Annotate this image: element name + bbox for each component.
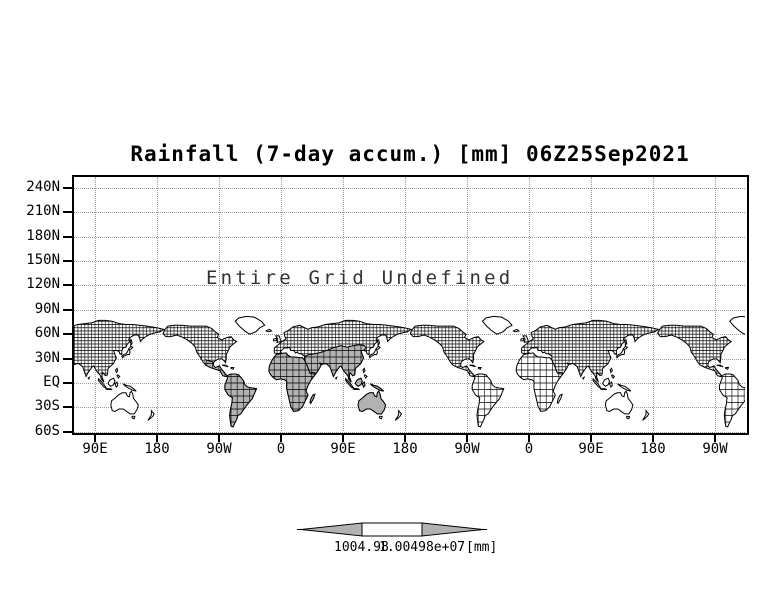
gridline-vertical xyxy=(405,177,406,431)
colorbar xyxy=(297,522,487,537)
gridline-vertical xyxy=(281,177,282,431)
x-axis-tick xyxy=(156,434,158,442)
x-axis-label: 180 xyxy=(392,441,418,457)
colorbar-min-label: 1004.98 xyxy=(334,540,389,555)
y-axis-label: 240N xyxy=(26,179,60,195)
gridline-vertical xyxy=(715,177,716,431)
x-axis-tick xyxy=(466,434,468,442)
gridline-vertical xyxy=(529,177,530,431)
gridline-horizontal xyxy=(74,383,745,384)
x-axis-label: 90E xyxy=(330,441,356,457)
x-axis-label: 90W xyxy=(702,441,728,457)
gridline-horizontal xyxy=(74,261,745,262)
gridline-horizontal xyxy=(74,188,745,189)
x-axis-label: 0 xyxy=(276,441,286,457)
x-axis-tick xyxy=(652,434,654,442)
x-axis-tick xyxy=(404,434,406,442)
world-map xyxy=(74,315,745,428)
gridline-horizontal xyxy=(74,334,745,335)
y-axis-tick xyxy=(63,382,72,384)
gridline-vertical xyxy=(157,177,158,431)
x-axis-label: 180 xyxy=(640,441,666,457)
y-axis-label: 180N xyxy=(26,228,60,244)
x-axis-tick xyxy=(94,434,96,442)
gridline-horizontal xyxy=(74,285,745,286)
x-axis-label: 90E xyxy=(82,441,108,457)
y-axis-label: 120N xyxy=(26,276,60,292)
y-axis-tick xyxy=(63,211,72,213)
gridline-vertical xyxy=(653,177,654,431)
y-axis-label: 150N xyxy=(26,252,60,268)
y-axis-label: 210N xyxy=(26,203,60,219)
gridline-horizontal xyxy=(74,237,745,238)
colorbar-mid-cell xyxy=(361,522,423,537)
gridline-vertical xyxy=(343,177,344,431)
y-axis-tick xyxy=(63,333,72,335)
colorbar-left-arrow xyxy=(300,522,363,537)
plot-title: Rainfall (7-day accum.) [mm] 06Z25Sep202… xyxy=(130,142,690,166)
y-axis-label: 60S xyxy=(34,423,60,439)
x-axis-label: 90E xyxy=(578,441,604,457)
gridline-horizontal xyxy=(74,407,745,408)
x-axis-label: 90W xyxy=(206,441,232,457)
undefined-grid-message: Entire Grid Undefined xyxy=(206,267,514,289)
x-axis-tick xyxy=(218,434,220,442)
y-axis-tick xyxy=(63,309,72,311)
plot-frame xyxy=(72,175,749,435)
gridline-horizontal xyxy=(74,359,745,360)
x-axis-label: 90W xyxy=(454,441,480,457)
gridline-vertical xyxy=(219,177,220,431)
gridline-vertical xyxy=(591,177,592,431)
y-axis-tick xyxy=(63,358,72,360)
x-axis-label: 180 xyxy=(144,441,170,457)
gridline-horizontal xyxy=(74,432,745,433)
y-axis-tick xyxy=(63,260,72,262)
colorbar-max-label: 1.00498e+07 xyxy=(379,540,466,555)
x-axis-tick xyxy=(342,434,344,442)
colorbar-units-label: [mm] xyxy=(466,540,498,555)
y-axis-label: 60N xyxy=(34,325,60,341)
x-axis-label: 0 xyxy=(524,441,534,457)
x-axis-tick xyxy=(528,434,530,442)
y-axis-label: EQ xyxy=(43,374,60,390)
colorbar-right-arrow xyxy=(421,522,484,537)
x-axis-tick xyxy=(280,434,282,442)
gridline-vertical xyxy=(467,177,468,431)
y-axis-tick xyxy=(63,284,72,286)
x-axis-tick xyxy=(714,434,716,442)
y-axis-tick xyxy=(63,406,72,408)
x-axis-tick xyxy=(590,434,592,442)
y-axis-label: 30S xyxy=(34,398,60,414)
y-axis-label: 30N xyxy=(34,350,60,366)
gridline-vertical xyxy=(95,177,96,431)
y-axis-tick xyxy=(63,431,72,433)
gridline-horizontal xyxy=(74,310,745,311)
y-axis-label: 90N xyxy=(34,301,60,317)
gridline-horizontal xyxy=(74,212,745,213)
y-axis-tick xyxy=(63,187,72,189)
y-axis-tick xyxy=(63,236,72,238)
